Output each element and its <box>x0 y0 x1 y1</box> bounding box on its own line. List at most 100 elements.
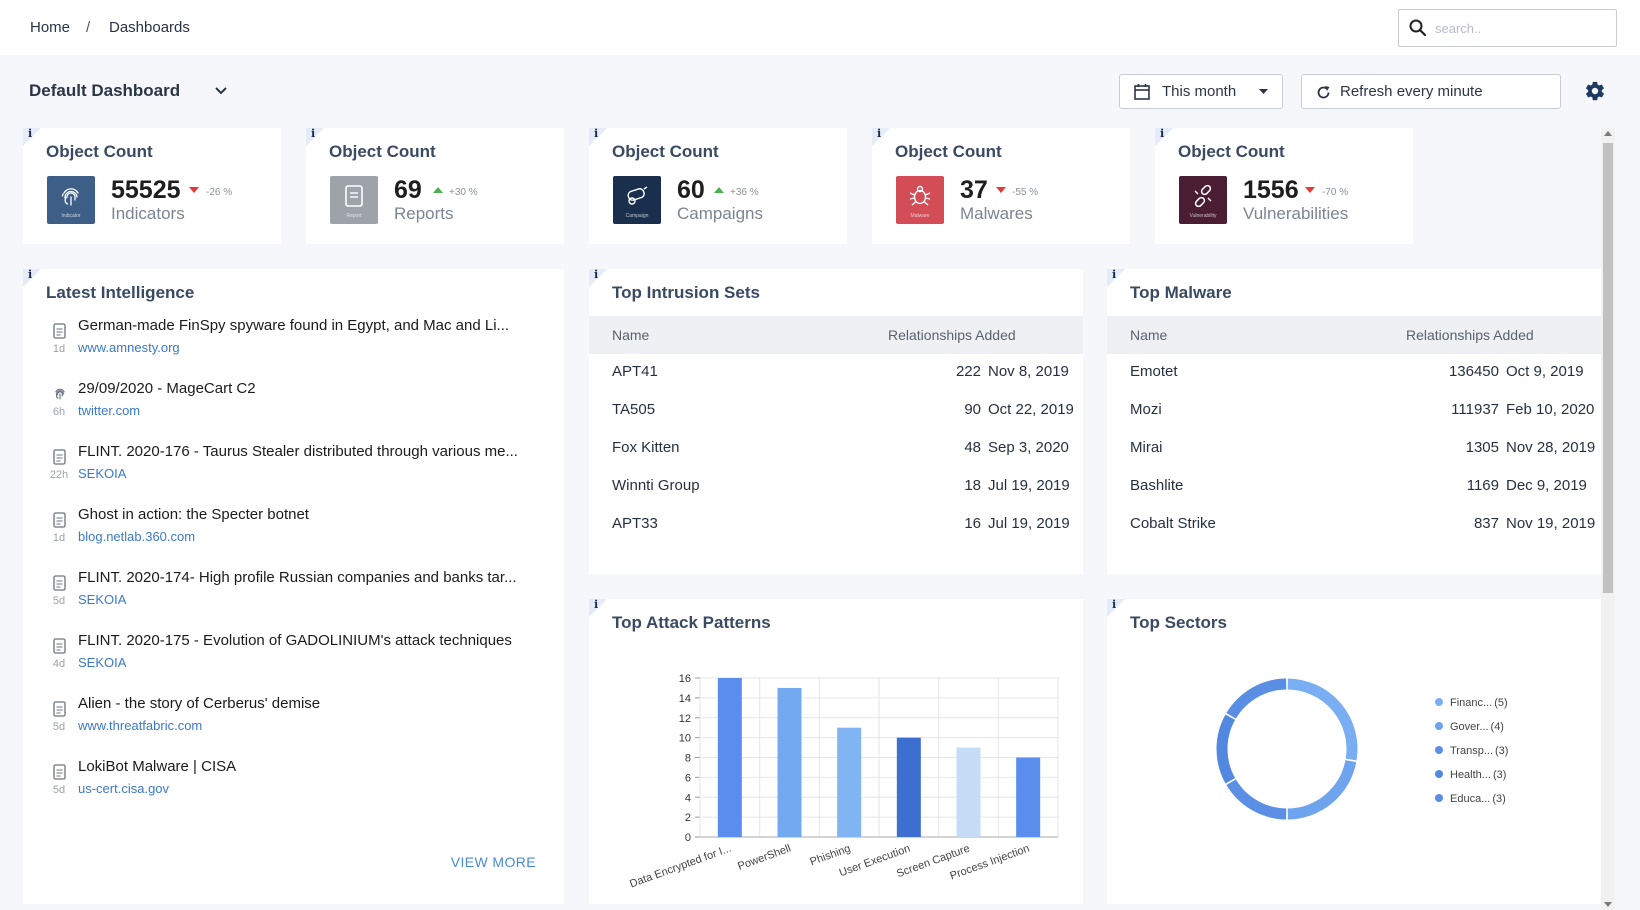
row-count: 90 <box>964 401 981 418</box>
info-icon[interactable]: i <box>589 268 607 287</box>
news-title[interactable]: FLINT. 2020-174- High profile Russian co… <box>78 569 517 586</box>
news-title[interactable]: 29/09/2020 - MageCart C2 <box>78 380 256 397</box>
table-row[interactable]: APT41 222 Nov 8, 2019 <box>589 354 1083 392</box>
news-title[interactable]: FLINT. 2020-176 - Taurus Stealer distrib… <box>78 443 518 460</box>
list-item[interactable]: German-made FinSpy spyware found in Egyp… <box>23 317 523 377</box>
news-source-link[interactable]: blog.netlab.360.com <box>78 529 196 544</box>
info-icon[interactable]: i <box>1155 127 1173 146</box>
table-row[interactable]: APT33 16 Jul 19, 2019 <box>589 506 1083 544</box>
news-source-link[interactable]: twitter.com <box>78 403 141 418</box>
refresh-label: Refresh every minute <box>1340 83 1483 100</box>
search-box[interactable] <box>1398 9 1617 47</box>
list-item[interactable]: Ghost in action: the Specter botnet 1d blo… <box>23 506 523 566</box>
news-source-link[interactable]: SEKOIA <box>78 655 127 670</box>
bar[interactable] <box>777 687 802 837</box>
legend-item[interactable]: Gover... (4) <box>1435 721 1504 733</box>
info-icon[interactable]: i <box>23 127 41 146</box>
donut-slice[interactable] <box>1287 678 1358 761</box>
dashboard-selector-label[interactable]: Default Dashboard <box>29 81 181 100</box>
trend-down-icon <box>996 187 1006 193</box>
legend-item[interactable]: Transp... (3) <box>1435 745 1508 757</box>
card-title: Top Malware <box>1130 283 1232 302</box>
list-item[interactable]: 29/09/2020 - MageCart C2 6h twitter.com <box>23 380 523 440</box>
row-name: Winnti Group <box>612 477 700 494</box>
legend-label: Gover... <box>1450 721 1489 733</box>
row-date: Nov 19, 2019 <box>1506 515 1596 532</box>
info-icon[interactable]: i <box>589 598 607 617</box>
bar[interactable] <box>1016 757 1041 838</box>
list-item[interactable]: FLINT. 2020-176 - Taurus Stealer distrib… <box>23 443 523 503</box>
y-tick-label: 16 <box>679 673 691 685</box>
y-tick-label: 4 <box>685 792 691 804</box>
view-more-button[interactable]: VIEW MORE <box>450 854 536 870</box>
info-icon[interactable]: i <box>1107 598 1125 617</box>
scrollbar-thumb[interactable] <box>1603 143 1613 593</box>
legend-item[interactable]: Financ... (5) <box>1435 697 1508 709</box>
column-relationships-header[interactable]: Relationships Added <box>1406 327 1534 343</box>
bar[interactable] <box>837 727 862 837</box>
breadcrumb-home[interactable]: Home <box>30 19 71 36</box>
info-icon[interactable]: i <box>23 268 41 287</box>
latest-intelligence-panel: i Latest Intelligence German-made FinSpy… <box>23 268 564 904</box>
table-row[interactable]: TA505 90 Oct 22, 2019 <box>589 392 1083 430</box>
chevron-down-icon[interactable] <box>214 84 228 98</box>
row-name: Mirai <box>1130 439 1163 456</box>
stat-count: 37 <box>960 176 988 204</box>
news-title[interactable]: German-made FinSpy spyware found in Egyp… <box>78 317 510 334</box>
news-source-link[interactable]: SEKOIA <box>78 466 127 481</box>
gear-icon[interactable] <box>1584 80 1606 102</box>
table-row[interactable]: Winnti Group 18 Jul 19, 2019 <box>589 468 1083 506</box>
table-row[interactable]: Cobalt Strike 837 Nov 19, 2019 <box>1107 506 1601 544</box>
refresh-select[interactable]: Refresh every minute <box>1301 74 1561 109</box>
row-count: 1305 <box>1465 439 1499 456</box>
news-title[interactable]: FLINT. 2020-175 - Evolution of GADOLINIU… <box>78 632 512 649</box>
list-item[interactable]: FLINT. 2020-174- High profile Russian co… <box>23 569 523 629</box>
table-row[interactable]: Bashlite 1169 Dec 9, 2019 <box>1107 468 1601 506</box>
info-icon[interactable]: i <box>1107 268 1125 287</box>
table-row[interactable]: Emotet 136450 Oct 9, 2019 <box>1107 354 1601 392</box>
row-name: Fox Kitten <box>612 439 680 456</box>
row-count: 136450 <box>1448 363 1499 380</box>
column-name-header[interactable]: Name <box>612 327 650 343</box>
top-bar: Home / Dashboards <box>0 0 1640 55</box>
table-row[interactable]: Fox Kitten 48 Sep 3, 2020 <box>589 430 1083 468</box>
legend-item[interactable]: Health... (3) <box>1435 769 1506 781</box>
info-icon[interactable]: i <box>872 127 890 146</box>
bar[interactable] <box>956 747 981 837</box>
info-icon[interactable]: i <box>306 127 324 146</box>
malware-icon: Malware <box>896 176 944 224</box>
stat-card-campaigns: i Object Count Campaign 60 +36 % Campaig… <box>589 127 847 244</box>
scroll-up-arrow[interactable] <box>1604 131 1612 136</box>
news-source-link[interactable]: SEKOIA <box>78 592 127 607</box>
column-relationships-header[interactable]: Relationships Added <box>888 327 1016 343</box>
search-input[interactable] <box>1435 18 1605 38</box>
trend-down-icon <box>189 187 199 193</box>
donut-slice[interactable] <box>1226 779 1287 820</box>
scroll-down-arrow[interactable] <box>1604 902 1612 907</box>
list-item[interactable]: Alien - the story of Cerberus' demise 5d w… <box>23 695 523 755</box>
news-title[interactable]: Alien - the story of Cerberus' demise <box>78 695 321 712</box>
period-label: This month <box>1162 83 1237 100</box>
list-item[interactable]: LokiBot Malware | CISA 5d us-cert.cisa.gov <box>23 758 523 818</box>
news-title[interactable]: LokiBot Malware | CISA <box>78 758 237 775</box>
bar[interactable] <box>717 678 742 837</box>
legend-label: Health... <box>1450 769 1491 781</box>
news-source-link[interactable]: us-cert.cisa.gov <box>78 781 170 796</box>
table-row[interactable]: Mirai 1305 Nov 28, 2019 <box>1107 430 1601 468</box>
period-select[interactable]: This month <box>1119 74 1283 109</box>
news-source-link[interactable]: www.amnesty.org <box>78 340 180 355</box>
list-item[interactable]: FLINT. 2020-175 - Evolution of GADOLINIU… <box>23 632 523 692</box>
news-source-link[interactable]: www.threatfabric.com <box>78 718 203 733</box>
card-title: Top Attack Patterns <box>612 613 771 632</box>
bar[interactable] <box>896 737 921 837</box>
column-name-header[interactable]: Name <box>1130 327 1168 343</box>
info-icon[interactable]: i <box>589 127 607 146</box>
news-title[interactable]: Ghost in action: the Specter botnet <box>78 506 309 523</box>
donut-slice[interactable] <box>1216 714 1236 784</box>
donut-slice[interactable] <box>1287 759 1357 820</box>
row-count: 18 <box>964 477 981 494</box>
legend-item[interactable]: Educa... (3) <box>1435 793 1506 805</box>
page-scrollbar[interactable] <box>1601 128 1615 910</box>
table-row[interactable]: Mozi 111937 Feb 10, 2020 <box>1107 392 1601 430</box>
donut-slice[interactable] <box>1226 678 1287 719</box>
